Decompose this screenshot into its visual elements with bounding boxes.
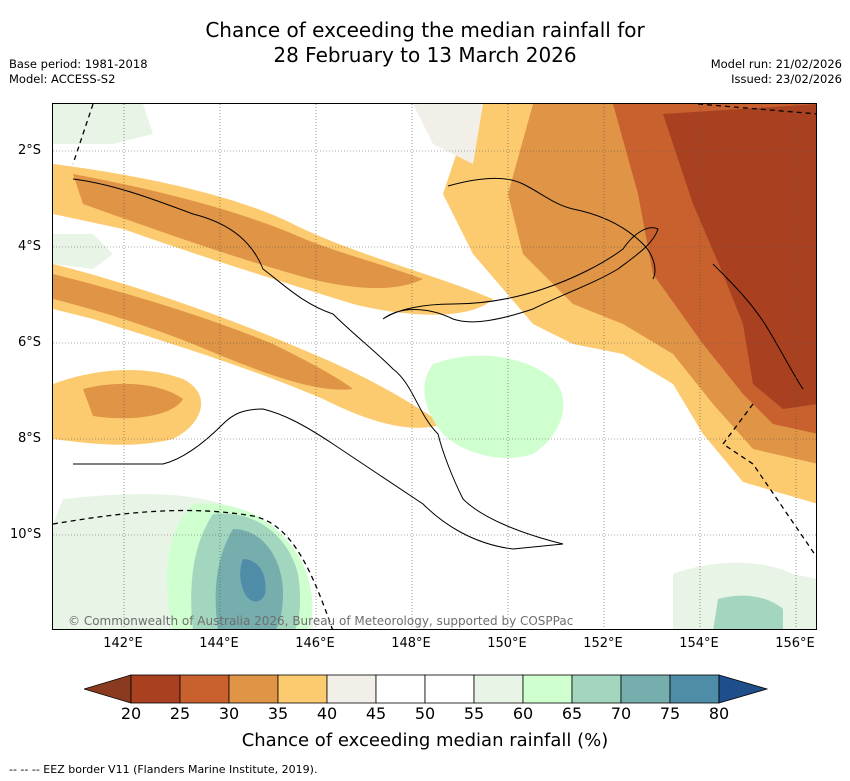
lon-label: 156°E bbox=[775, 636, 815, 651]
colorbar-segment bbox=[375, 674, 426, 704]
rainfall-map bbox=[52, 103, 817, 630]
colorbar-label: Chance of exceeding median rainfall (%) bbox=[241, 730, 609, 751]
colorbar-segment bbox=[228, 674, 279, 704]
eez-legend: -- -- -- EEZ border V11 (Flanders Marine… bbox=[9, 763, 318, 776]
eez-border bbox=[53, 104, 816, 629]
lat-label: 10°S bbox=[10, 527, 42, 542]
chart-title: Chance of exceeding the median rainfall … bbox=[0, 18, 850, 68]
run-info: Model run: 21/02/2026 Issued: 23/02/2026 bbox=[711, 57, 842, 87]
coastline bbox=[72, 177, 804, 550]
colorbar-tick: 35 bbox=[267, 704, 289, 723]
colorbar-tick: 50 bbox=[414, 704, 436, 723]
lon-label: 146°E bbox=[295, 636, 335, 651]
lat-label: 4°S bbox=[18, 239, 42, 254]
colorbar-segment bbox=[277, 674, 328, 704]
colorbar-tick: 45 bbox=[365, 704, 387, 723]
colorbar-segment bbox=[424, 674, 475, 704]
colorbar-segment bbox=[326, 674, 377, 704]
colorbar-segment bbox=[620, 674, 671, 704]
lon-label: 150°E bbox=[487, 636, 527, 651]
lon-label: 142°E bbox=[103, 636, 143, 651]
model-run: Model run: 21/02/2026 bbox=[710, 57, 842, 71]
colorbar-tick: 70 bbox=[610, 704, 632, 723]
colorbar-tick: 75 bbox=[659, 704, 681, 723]
colorbar-tick: 60 bbox=[512, 704, 534, 723]
colorbar-segment bbox=[473, 674, 524, 704]
lat-label: 8°S bbox=[18, 431, 42, 446]
colorbar-tick: 30 bbox=[218, 704, 240, 723]
colorbar-segment bbox=[179, 674, 230, 704]
colorbar-segment bbox=[522, 674, 573, 704]
lon-label: 154°E bbox=[679, 636, 719, 651]
colorbar-segment bbox=[669, 674, 720, 704]
colorbar-tick: 65 bbox=[561, 704, 583, 723]
colorbar-segment bbox=[571, 674, 622, 704]
lat-label: 2°S bbox=[18, 143, 42, 158]
colorbar-high-arrow bbox=[718, 674, 769, 704]
colorbar-tick: 55 bbox=[463, 704, 485, 723]
issued-date: Issued: 23/02/2026 bbox=[731, 72, 842, 86]
lon-label: 152°E bbox=[583, 636, 623, 651]
title-line-2: 28 February to 13 March 2026 bbox=[273, 43, 577, 67]
colorbar-tick: 25 bbox=[169, 704, 191, 723]
colorbar-segment bbox=[130, 674, 181, 704]
lon-label: 148°E bbox=[391, 636, 431, 651]
base-period: Base period: 1981-2018 bbox=[9, 57, 148, 71]
colorbar-tick: 20 bbox=[120, 704, 142, 723]
model-info: Base period: 1981-2018 Model: ACCESS-S2 bbox=[9, 57, 148, 87]
lat-label: 6°S bbox=[18, 335, 42, 350]
lon-label: 144°E bbox=[199, 636, 239, 651]
colorbar bbox=[82, 674, 769, 704]
colorbar-tick: 80 bbox=[708, 704, 730, 723]
colorbar-svg bbox=[82, 674, 769, 704]
probability-shading bbox=[53, 104, 816, 629]
copyright-notice: © Commonwealth of Australia 2026, Bureau… bbox=[68, 614, 574, 628]
graticule bbox=[53, 104, 816, 629]
colorbar-low-arrow bbox=[82, 674, 132, 704]
colorbar-tick: 40 bbox=[316, 704, 338, 723]
title-line-1: Chance of exceeding the median rainfall … bbox=[205, 18, 645, 42]
map-svg bbox=[53, 104, 816, 629]
model-name: Model: ACCESS-S2 bbox=[9, 72, 116, 86]
